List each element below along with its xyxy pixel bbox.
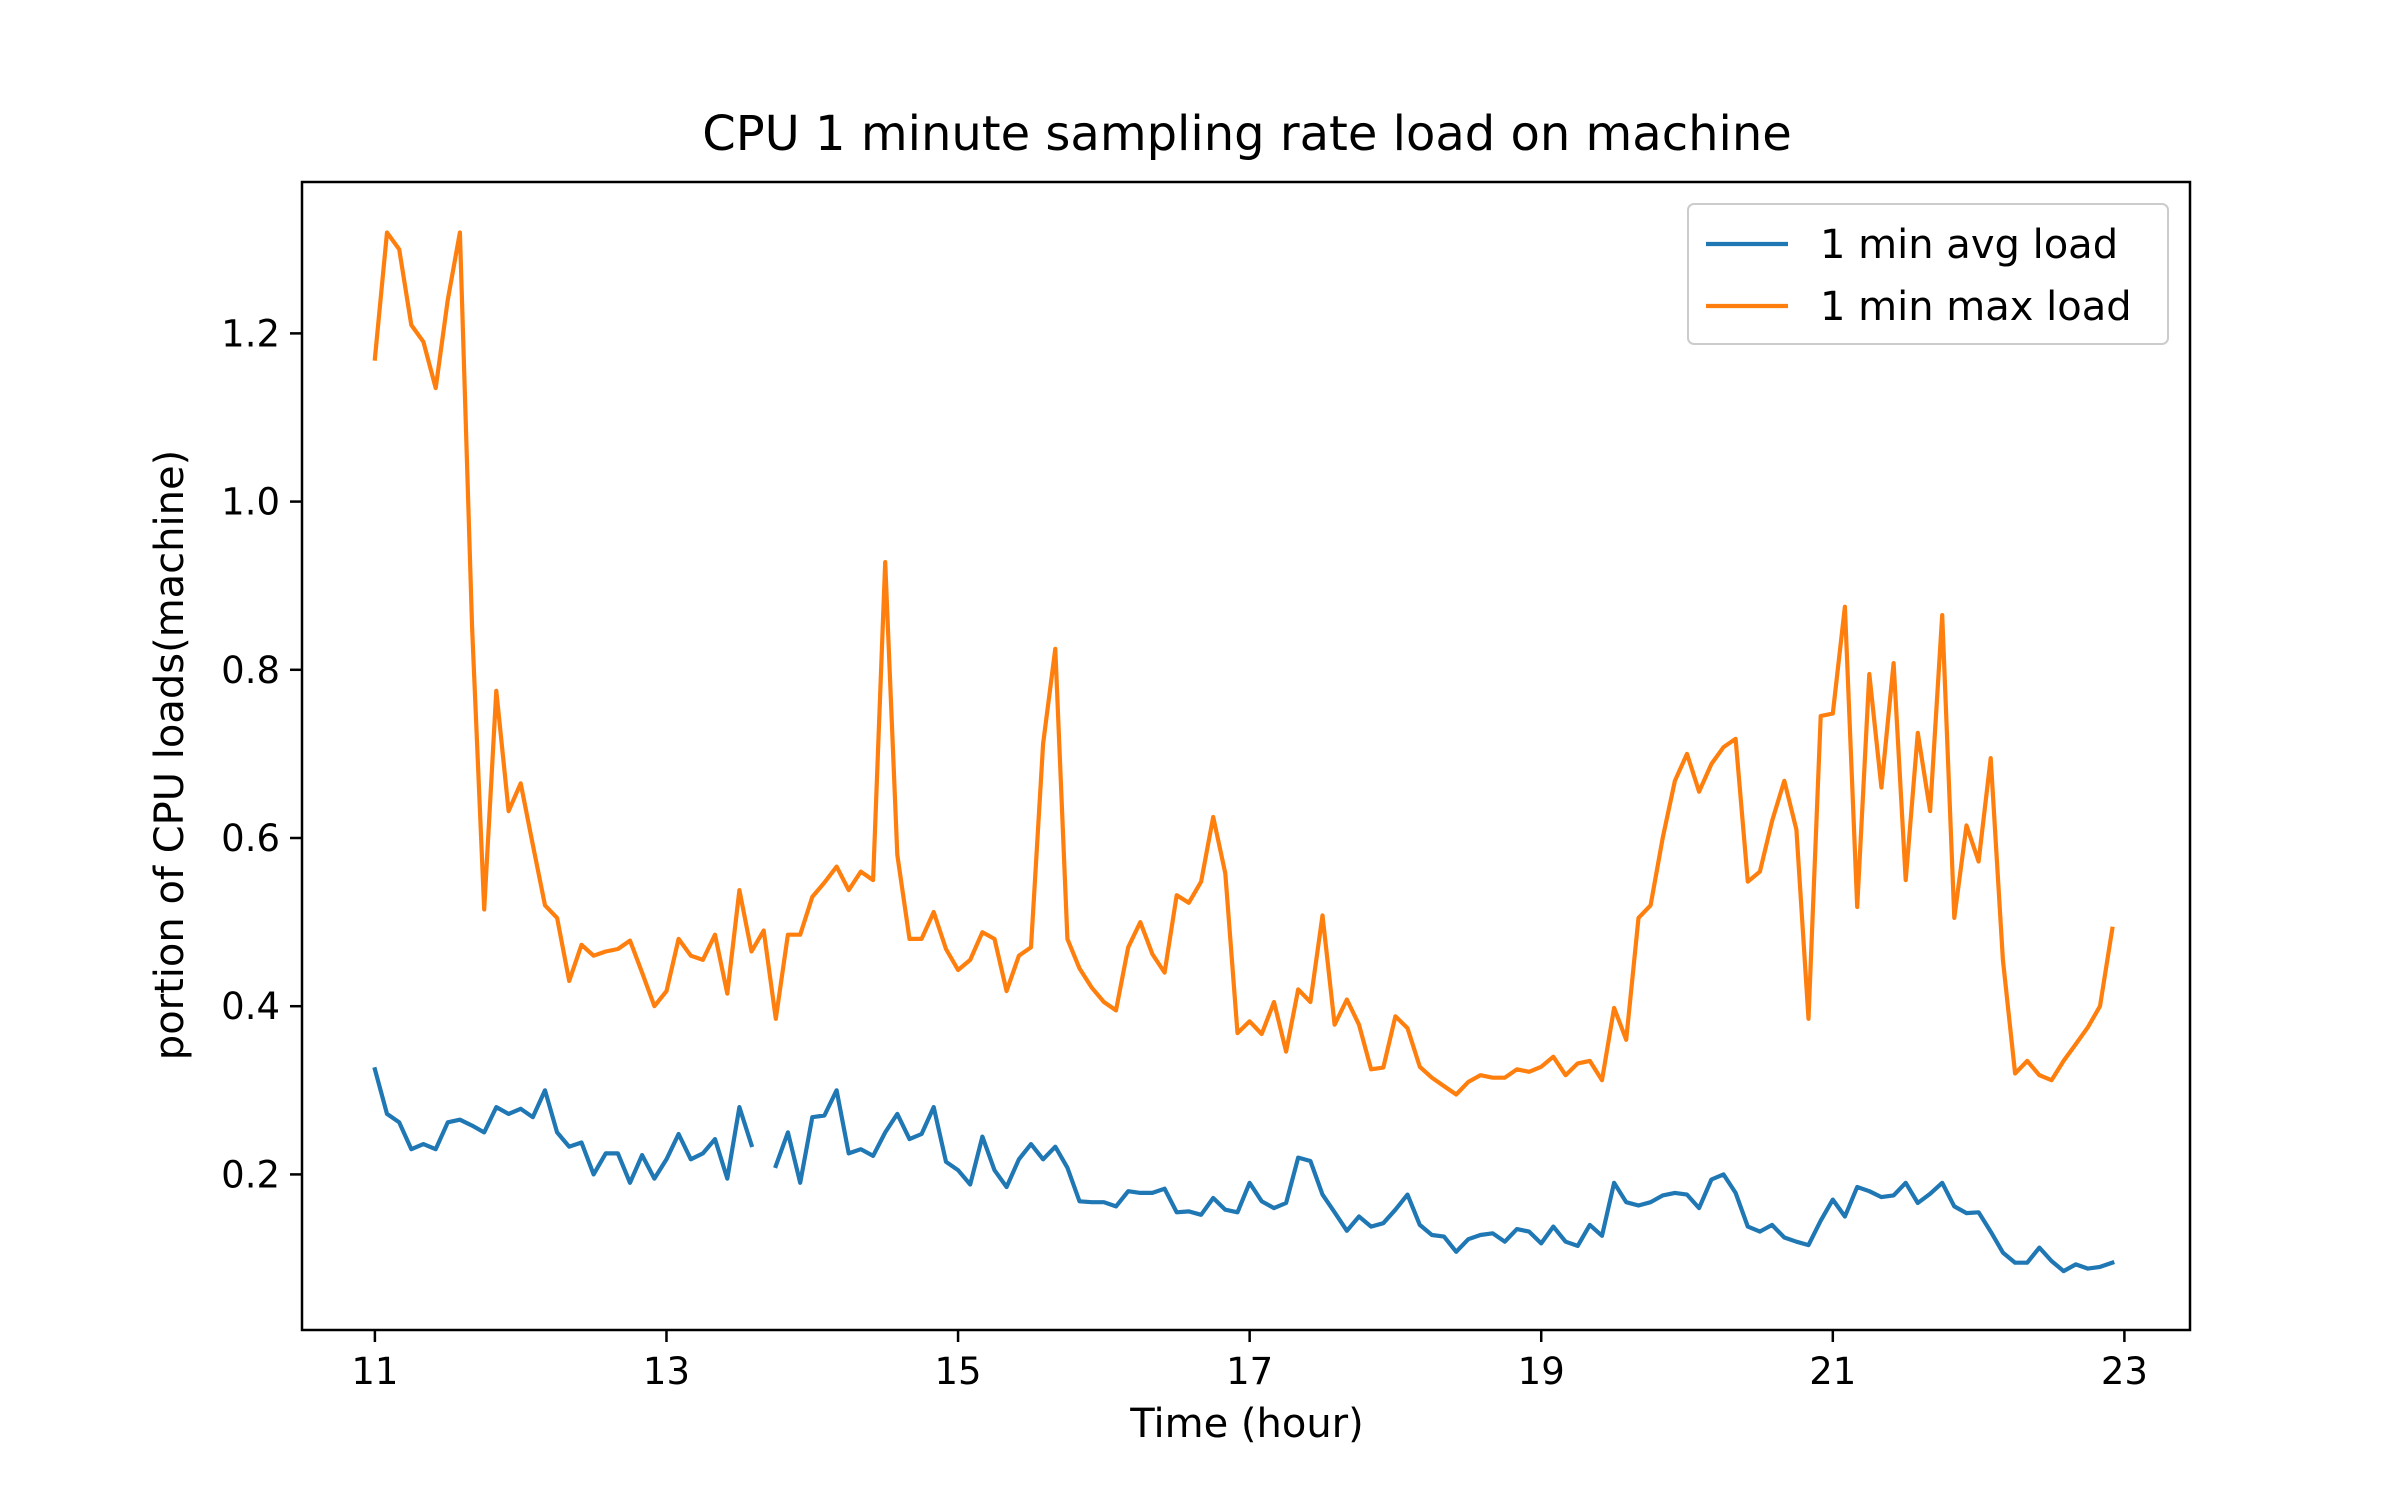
x-tick-label: 13 <box>643 1350 690 1393</box>
series-line-avg-load <box>372 1066 2115 1274</box>
y-tick-label: 0.4 <box>221 985 280 1028</box>
y-tick-label: 1.0 <box>221 481 280 524</box>
y-tick-label: 0.6 <box>221 817 280 860</box>
x-tick-label: 15 <box>935 1350 982 1393</box>
x-tick-label: 19 <box>1518 1350 1565 1393</box>
y-tick-label: 1.2 <box>221 312 280 355</box>
x-axis: 11 13 15 17 19 21 23 <box>351 1330 2148 1393</box>
y-tick-label: 0.2 <box>221 1153 280 1196</box>
series-line-max-load <box>372 230 2115 1097</box>
x-tick-label: 17 <box>1226 1350 1273 1393</box>
x-tick-label: 11 <box>351 1350 398 1393</box>
x-tick-label: 23 <box>2101 1350 2148 1393</box>
legend-label: 1 min max load <box>1820 284 2132 330</box>
legend-label: 1 min avg load <box>1820 222 2118 268</box>
plot-lines <box>372 230 2115 1274</box>
legend: 1 min avg load 1 min max load <box>1687 203 2169 345</box>
y-tick-label: 0.8 <box>221 649 280 692</box>
y-axis: 0.2 0.4 0.6 0.8 1.0 1.2 <box>221 312 302 1196</box>
x-tick-label: 21 <box>1809 1350 1856 1393</box>
chart-title: CPU 1 minute sampling rate load on machi… <box>702 106 1792 162</box>
legend-box <box>1687 203 2169 345</box>
plot-frame <box>300 180 2192 1332</box>
y-axis-label: portion of CPU loads(machine) <box>147 450 193 1060</box>
x-axis-label: Time (hour) <box>1129 1401 1363 1447</box>
